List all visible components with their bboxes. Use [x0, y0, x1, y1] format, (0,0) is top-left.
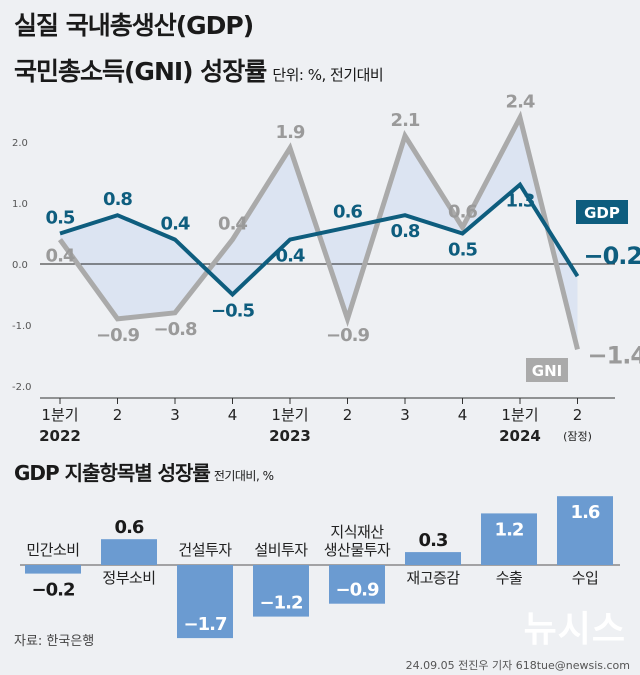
x-tick-label: 1분기 — [41, 406, 78, 424]
bar-chart: −0.2 민간소비 0.6 정부소비 −1.7 건설투자 −1.2 설비투자 −0.9 지식재산생… — [20, 496, 620, 639]
y-tick-label: 1.0 — [12, 199, 28, 210]
gdp-legend-text: GDP — [584, 204, 620, 222]
gni-data-label: 2.1 — [391, 110, 420, 131]
x-year-label: 2024 — [499, 427, 541, 445]
gdp-data-label: −0.5 — [211, 301, 254, 322]
gdp-legend-box — [576, 200, 628, 224]
bar-value-label: −1.2 — [260, 593, 303, 614]
bar — [25, 565, 81, 574]
x-tick-label: 2 — [573, 406, 583, 424]
bar-value-label: 1.2 — [495, 519, 524, 540]
credit-note: 24.09.05 전진우 기자 618tue@newsis.com — [405, 659, 630, 672]
gdp-legend-tag: GDP — [576, 200, 628, 224]
y-tick-label: -2.0 — [12, 382, 32, 393]
gni-data-label: −1.4 — [588, 341, 640, 369]
gni-data-label: −0.9 — [326, 325, 369, 346]
x-note-label: (잠정) — [563, 430, 592, 443]
gdp-data-label: −0.2 — [584, 242, 640, 270]
bar-value-label: −0.2 — [32, 580, 75, 601]
gni-data-label: 0.4 — [218, 214, 247, 235]
bar-value-label: −0.9 — [336, 580, 379, 601]
watermark-logo: 뉴시스 — [523, 609, 626, 650]
bar-value-label: 0.3 — [419, 530, 448, 551]
bar-category-label: 재고증감 — [406, 569, 460, 587]
bar-category-label: 수출 — [496, 569, 523, 587]
bar-unit-label: 전기대비, % — [213, 469, 274, 483]
x-tick-label: 4 — [458, 406, 468, 424]
gdp-data-label: 0.5 — [448, 240, 477, 261]
gdp-series-line — [59, 181, 580, 298]
x-tick-label: 3 — [170, 406, 180, 424]
gdp-data-label: 0.6 — [333, 201, 362, 222]
gni-data-label: −0.9 — [96, 325, 139, 346]
x-tick-label: 3 — [400, 406, 410, 424]
bar — [177, 565, 233, 639]
unit-label: 단위: %, 전기대비 — [272, 66, 384, 84]
bar — [481, 513, 537, 565]
gni-legend-text: GNI — [532, 362, 562, 380]
bar — [253, 565, 309, 617]
gdp-data-label: 0.8 — [391, 221, 420, 242]
bar-value-label: 0.6 — [115, 517, 144, 538]
x-year-label: 2022 — [39, 427, 81, 445]
bar-title-text: GDP 지출항목별 성장률 — [14, 461, 211, 485]
bar-value-label: −1.7 — [184, 614, 227, 635]
chart-title: 실질 국내총생산(GDP) — [14, 11, 254, 40]
x-tick-label: 4 — [228, 406, 238, 424]
bar-category-label: 설비투자 — [254, 541, 308, 559]
x-tick-label: 2 — [343, 406, 353, 424]
bar-category-label: 민간소비 — [26, 541, 79, 559]
bar-category-label: 수입 — [572, 569, 599, 587]
gdp-data-label: 0.5 — [46, 208, 75, 229]
x-year-label: 2023 — [269, 427, 311, 445]
gni-data-label: 0.6 — [448, 201, 477, 222]
y-tick-label: -1.0 — [12, 321, 32, 332]
gdp-data-label: 0.8 — [103, 189, 132, 210]
bar-chart-title: GDP 지출항목별 성장률 전기대비, % — [14, 457, 274, 486]
gni-data-label: 0.4 — [46, 246, 75, 267]
bar — [101, 539, 157, 565]
bar — [405, 552, 461, 565]
gni-data-label: 1.9 — [276, 122, 305, 143]
bar-category-label: 정부소비 — [102, 569, 155, 587]
x-tick-label: 2 — [113, 406, 123, 424]
y-tick-label: 0.0 — [12, 260, 28, 271]
gdp-data-label: 0.4 — [276, 246, 305, 267]
gni-legend-tag: GNI — [526, 358, 568, 382]
x-tick-label: 1분기 — [501, 406, 538, 424]
y-tick-label: 2.0 — [12, 138, 28, 149]
gdp-data-label: 0.4 — [161, 214, 190, 235]
bar — [329, 565, 385, 604]
bar — [557, 496, 613, 565]
bar-value-label: 1.6 — [571, 502, 600, 523]
gni-legend-box — [526, 358, 568, 382]
gni-data-label: 2.4 — [506, 92, 535, 113]
chart-title-line2: 국민총소득(GNI) 성장률 단위: %, 전기대비 — [14, 52, 384, 88]
title-text: 국민총소득(GNI) 성장률 — [14, 57, 267, 86]
gni-data-label: −0.8 — [154, 319, 197, 340]
bar-category-label: 생산물투자 — [324, 541, 391, 559]
x-tick-label: 1분기 — [271, 406, 308, 424]
line-chart: 2.0 1.0 0.0 -1.0 -2.0 0.4 −0.9 −0.8 0.4 1.9 −0.9 2.… — [12, 92, 640, 445]
bar-category-label: 지식재산 — [330, 523, 384, 541]
source-note: 자료: 한국은행 — [14, 634, 95, 649]
bar-category-label: 건설투자 — [178, 541, 232, 559]
gdp-data-label: 1.3 — [506, 191, 535, 212]
